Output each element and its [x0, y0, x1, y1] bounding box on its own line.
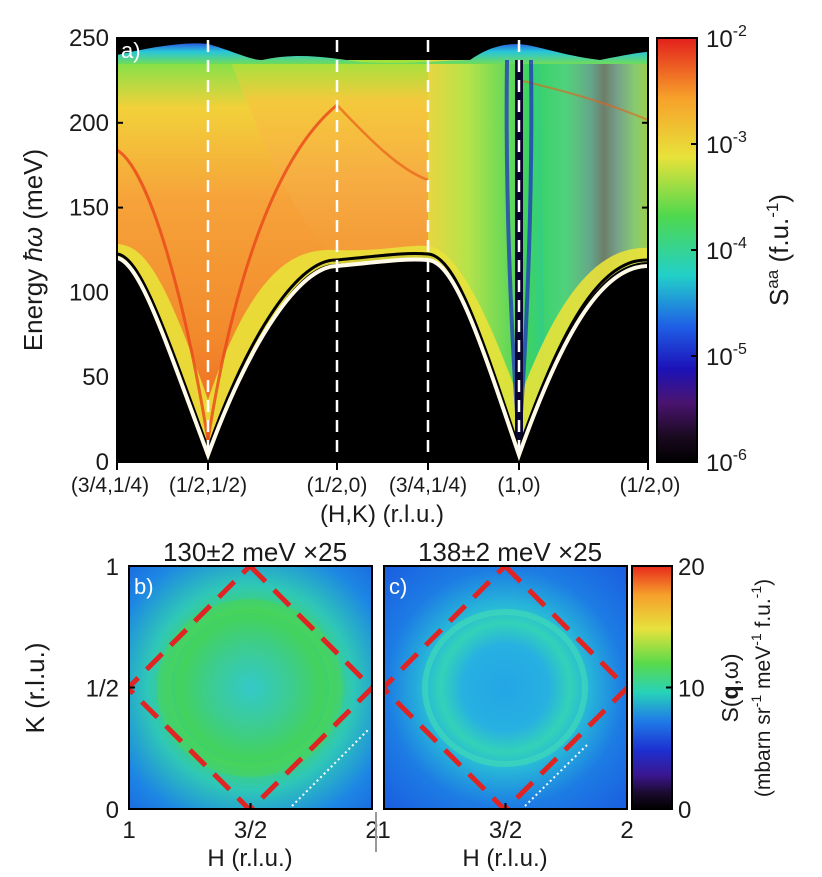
cb2-label-4: meV [752, 646, 775, 689]
a-ytick-label: 250 [69, 25, 109, 52]
bc-xtick-label: 3/2 [489, 817, 522, 844]
b-ytick-label: 0 [106, 797, 119, 824]
panel-b-heatmap [129, 566, 372, 809]
panel-b-zone-boundary [129, 566, 372, 809]
panel-a-ylabel-suffix: (meV) [18, 149, 48, 227]
bc-xtick-label: 1 [122, 817, 135, 844]
cb1-label-close: ) [764, 194, 794, 203]
b-ytick-label: 1/2 [86, 676, 119, 703]
colorbar-linear-ticks: 20 10 0 [666, 554, 705, 824]
a-xtick-label: (3/4,1/4) [71, 474, 149, 497]
cb2-sup-3: -1 [748, 586, 764, 599]
panel-a-x-ticks: (3/4,1/4) (1/2,1/2) (1/2,0) (3/4,1/4) (1,0) (… [71, 462, 680, 497]
panel-b-title: 130±2 meV ×25 [163, 537, 347, 567]
cb2-sup-1: -1 [748, 695, 764, 708]
panel-a-xlabel: (H,K) (r.l.u.) [320, 501, 444, 528]
panel-c: c) 138±2 meV ×25 1 3/2 2 H (r.l.u.) [377, 537, 633, 872]
panel-c-xlabel: H (r.l.u.) [462, 845, 547, 872]
panel-a-dashed-lines [206, 40, 521, 460]
panel-c-zone-boundary [384, 566, 627, 809]
panel-b-xlabel: H (r.l.u.) [207, 845, 292, 872]
cb2-sup-2: -1 [748, 633, 764, 646]
cb2-tick-label: 10 [678, 676, 705, 703]
cb1-label-main: S [764, 289, 794, 306]
cb2-label-3: (mbarn sr [752, 707, 775, 797]
panel-c-label: c) [389, 574, 407, 599]
cb2-label-5: f.u. [752, 598, 775, 627]
cb1-tick-label: 10-2 [706, 23, 747, 53]
a-xtick-label: (1/2,1/2) [169, 474, 247, 497]
a-xtick-label: (1/2,0) [620, 474, 681, 497]
panel-b-ylabel: K (r.l.u.) [20, 642, 50, 733]
cb1-label-sup: aa [763, 269, 782, 288]
a-ytick-label: 50 [82, 364, 109, 391]
colorbar-linear-scale [631, 565, 673, 810]
a-ytick-label: 150 [69, 195, 109, 222]
panel-c-x-ticks: 1 3/2 2 [377, 803, 634, 844]
cb1-tick-label: 10-5 [706, 341, 747, 371]
b-ytick-label: 1 [106, 554, 119, 581]
a-xtick-label: (3/4,1/4) [389, 474, 467, 497]
a-ytick-label: 100 [69, 279, 109, 306]
colorbar-log-label: Saa (f.u.-1) [763, 194, 794, 306]
panel-a-ylabel-prefix: Energy [18, 262, 48, 352]
panel-b-label: b) [134, 574, 154, 599]
cb2-tick-label: 20 [678, 554, 705, 581]
bc-xtick-label: 2 [620, 817, 633, 844]
cb2-tick-label: 0 [678, 797, 691, 824]
cb1-label-unit: (f.u. [764, 218, 794, 270]
panel-c-title: 138±2 meV ×25 [418, 537, 602, 567]
colorbar-linear-label-line2: (mbarn sr-1 meV-1 f.u.-1) [748, 579, 775, 797]
panel-a: 250 200 150 100 50 0 (3/4,1/4) (1/2,1/2) (1/2,0… [18, 25, 680, 528]
cb2-label-2: ,ω) [717, 653, 743, 685]
a-xtick-label: (1,0) [497, 474, 540, 497]
colorbar-log-ticks: 10-2 10-3 10-4 10-5 10-6 [691, 23, 747, 477]
panel-b: b) 130±2 meV ×25 1 3/2 2 11/20 H (r.l.u.) … [20, 537, 379, 872]
cb1-label-unit-sup: -1 [763, 203, 782, 218]
a-xtick-label: (1/2,0) [307, 474, 368, 497]
a-ytick-label: 0 [96, 449, 109, 476]
panel-a-ylabel: Energy ħω (meV) [18, 149, 48, 351]
bc-xtick-label: 3/2 [234, 817, 267, 844]
panel-a-label: a) [121, 38, 141, 63]
cb2-label-1: S( [717, 699, 743, 722]
panel-c-heatmap [384, 566, 627, 809]
panel-a-heatmap [117, 38, 648, 462]
colorbar-log: 10-2 10-3 10-4 10-5 10-6 Saa (f.u.-1) [656, 23, 794, 477]
cb1-tick-label: 10-4 [706, 235, 747, 265]
bc-xtick-label: 1 [377, 817, 390, 844]
panel-a-frame [116, 37, 649, 463]
a-ytick-label: 200 [69, 110, 109, 137]
cb1-tick-label: 10-6 [706, 447, 747, 477]
colorbar-linear: 20 10 0 S(q,ω) (mbarn sr-1 meV-1 f.u.-1) [631, 554, 775, 824]
panel-b-x-ticks: 1 3/2 2 [122, 803, 379, 844]
panel-a-y-ticks: 250 200 150 100 50 0 [69, 25, 648, 476]
cb2-label-q: q [717, 685, 743, 699]
panel-b-y-ticks: 1 1/2 0 [86, 554, 135, 824]
colorbar-linear-label-line1: S(q,ω) [717, 653, 743, 722]
cb1-tick-label: 10-3 [706, 129, 747, 159]
